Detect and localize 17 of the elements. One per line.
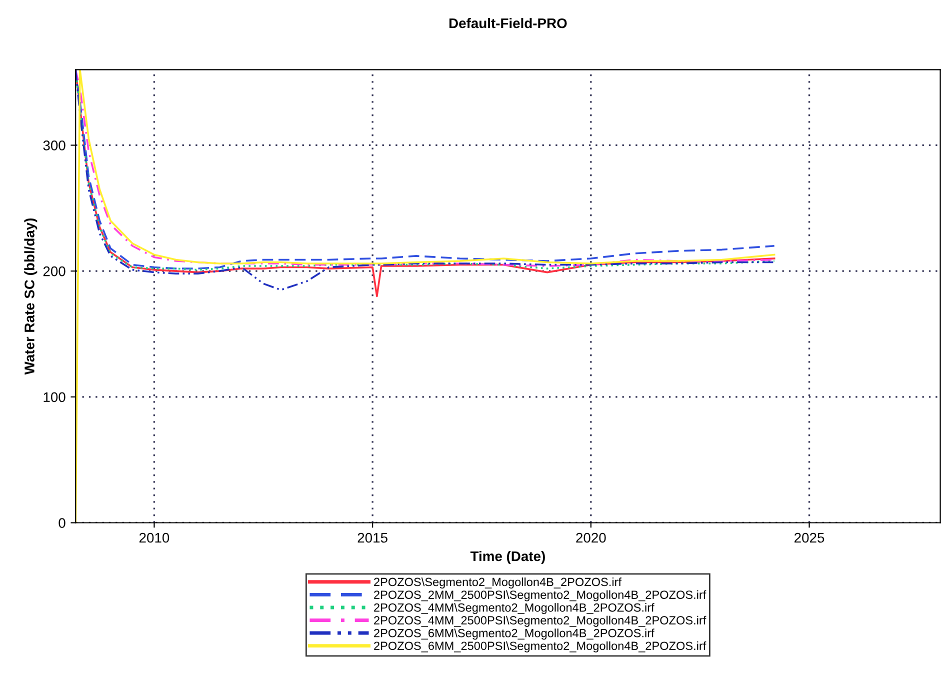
chart-title: Default-Field-PRO [449,18,567,28]
y-axis-title: Water Rate SC (bbl/day) [24,218,38,375]
legend-label: 2POZOS_4MM\Segmento2_Mogollon4B_2POZOS.irf [374,603,654,614]
x-tick-label: 2015 [358,532,388,543]
legend-label: 2POZOS_6MM\Segmento2_Mogollon4B_2POZOS.irf [374,628,654,640]
y-tick-label: 200 [43,266,66,276]
legend-label: 2POZOS_4MM_2500PSI\Segmento2_Mogollon4B_2POZOS.irf [374,616,706,627]
legend-label: 2POZOS\Segmento2_Mogollon4B_2POZOS.irf [374,578,622,589]
y-tick-label: 100 [44,392,66,402]
x-axis-title: Time (Date) [470,550,545,564]
y-tick-label: 0 [58,518,66,528]
x-tick-label: 2020 [576,532,606,543]
legend-label: 2POZOS_6MM_2500PSI\Segmento2_Mogollon4B_2POZOS.irf [374,641,706,652]
x-tick-label: 2010 [139,532,170,543]
x-tick-label: 2025 [794,532,824,543]
y-tick-label: 300 [43,140,66,150]
legend-label: 2POZOS_2MM_2500PSI\Segmento2_Mogollon4B_2POZOS.irf [374,590,706,602]
